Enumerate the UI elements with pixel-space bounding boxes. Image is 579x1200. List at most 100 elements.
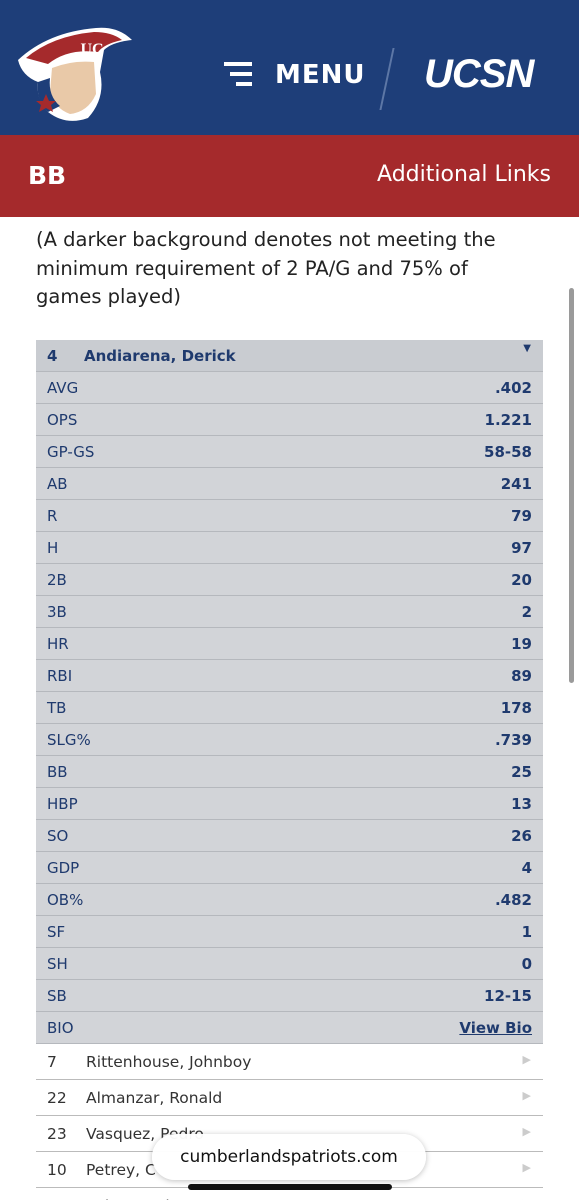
player-number: 10 <box>47 1161 67 1179</box>
stat-row: HR 19 <box>36 628 543 660</box>
additional-links[interactable]: Additional Links <box>377 162 551 187</box>
stat-row: SLG% .739 <box>36 724 543 756</box>
player-number: 22 <box>47 1089 67 1107</box>
nav-title: BB <box>28 161 67 190</box>
stat-label: SB <box>47 987 67 1005</box>
player-name: Rittenhouse, Johnboy <box>86 1053 252 1071</box>
bio-link-wrap: View Bio <box>459 1019 532 1037</box>
player-number: 7 <box>47 1053 57 1071</box>
bio-link[interactable]: View Bio <box>459 1019 532 1037</box>
stats-table: 4 Andiarena, Derick ▼ AVG .402 OPS 1.221 GP-… <box>36 340 543 1200</box>
logo[interactable]: UC <box>8 2 148 132</box>
stat-row: 2B 20 <box>36 564 543 596</box>
player-name: Petrey, C <box>86 1161 156 1179</box>
menu-icon[interactable] <box>224 62 254 88</box>
stat-value: .739 <box>494 731 532 749</box>
url-bar[interactable]: cumberlandspatriots.com <box>152 1134 426 1180</box>
note: (A darker background denotes not meeting… <box>36 228 496 308</box>
stat-label: BB <box>47 763 68 781</box>
stat-value: 89 <box>511 667 532 685</box>
stat-label: RBI <box>47 667 73 685</box>
stat-label: OB% <box>47 891 84 909</box>
stat-label: SLG% <box>47 731 91 749</box>
stat-label: AB <box>47 475 68 493</box>
stat-value: 25 <box>511 763 532 781</box>
stat-row: TB 178 <box>36 692 543 724</box>
stat-label: R <box>47 507 58 525</box>
stat-value: 97 <box>511 539 532 557</box>
stat-row: R 79 <box>36 500 543 532</box>
stat-row: SB 12-15 <box>36 980 543 1012</box>
player-name: Velez, Justin <box>86 1197 179 1200</box>
sub-nav: BB Additional Links <box>0 135 579 217</box>
stat-row: RBI 89 <box>36 660 543 692</box>
stat-value: .402 <box>494 379 532 397</box>
stat-value: 12-15 <box>484 987 532 1005</box>
stat-label: OPS <box>47 411 78 429</box>
stat-value: 1.221 <box>484 411 532 429</box>
player-row[interactable]: 7 Rittenhouse, Johnboy ▶ <box>36 1044 543 1080</box>
stat-row: SH 0 <box>36 948 543 980</box>
stat-value: 2 <box>521 603 532 621</box>
stat-label: BIO <box>47 1019 74 1037</box>
stat-value: 178 <box>500 699 532 717</box>
stat-value: 58-58 <box>484 443 532 461</box>
bio-row: BIO View Bio <box>36 1012 543 1044</box>
stat-label: TB <box>47 699 67 717</box>
player-number: 6 <box>47 1197 57 1200</box>
player-row[interactable]: 4 Andiarena, Derick ▼ <box>36 340 543 372</box>
stat-label: AVG <box>47 379 79 397</box>
chevron: ▶ <box>523 1197 531 1200</box>
stat-row: SF 1 <box>36 916 543 948</box>
player-number: 4 <box>47 347 58 365</box>
divider <box>379 48 395 110</box>
stat-value: 13 <box>511 795 532 813</box>
stat-row: HBP 13 <box>36 788 543 820</box>
stat-row: 3B 2 <box>36 596 543 628</box>
chevron: ▶ <box>522 1053 531 1066</box>
stat-label: SO <box>47 827 69 845</box>
stat-label: 3B <box>47 603 67 621</box>
stat-value: 241 <box>500 475 532 493</box>
stat-row: AVG .402 <box>36 372 543 404</box>
stat-row: GP-GS 58-58 <box>36 436 543 468</box>
stat-row: GDP 4 <box>36 852 543 884</box>
chevron: ▶ <box>522 1089 531 1102</box>
stat-value: .482 <box>494 891 532 909</box>
stat-label: GP-GS <box>47 443 95 461</box>
home-indicator <box>188 1184 392 1190</box>
stat-row: BB 25 <box>36 756 543 788</box>
caret: ▼ <box>523 343 531 354</box>
player-row[interactable]: 6 Velez, Justin ▶ <box>36 1188 543 1200</box>
chevron: ▶ <box>522 1125 531 1138</box>
stat-label: GDP <box>47 859 80 877</box>
player-number: 23 <box>47 1125 67 1143</box>
stat-label: HBP <box>47 795 78 813</box>
stat-value: 79 <box>511 507 532 525</box>
site-header: UC MENU UCSN <box>0 0 579 135</box>
stat-label: H <box>47 539 59 557</box>
chevron: ▶ <box>522 1161 531 1174</box>
player-name: Andiarena, Derick <box>84 347 236 365</box>
stat-label: SH <box>47 955 68 973</box>
stat-row: AB 241 <box>36 468 543 500</box>
stat-label: HR <box>47 635 69 653</box>
stat-label: 2B <box>47 571 67 589</box>
brand[interactable]: UCSN <box>424 52 534 96</box>
stat-value: 1 <box>521 923 532 941</box>
stat-value: 26 <box>511 827 532 845</box>
stat-row: H 97 <box>36 532 543 564</box>
player-name: Almanzar, Ronald <box>86 1089 223 1107</box>
stat-label: SF <box>47 923 66 941</box>
scrollbar <box>569 288 574 683</box>
stat-value: 0 <box>521 955 532 973</box>
stat-row: OB% .482 <box>36 884 543 916</box>
player-row[interactable]: 22 Almanzar, Ronald ▶ <box>36 1080 543 1116</box>
stat-row: OPS 1.221 <box>36 404 543 436</box>
stat-row: SO 26 <box>36 820 543 852</box>
stat-value: 19 <box>511 635 532 653</box>
stat-value: 20 <box>511 571 532 589</box>
logo-text: UC <box>80 41 103 58</box>
menu-button[interactable]: MENU <box>275 60 366 90</box>
